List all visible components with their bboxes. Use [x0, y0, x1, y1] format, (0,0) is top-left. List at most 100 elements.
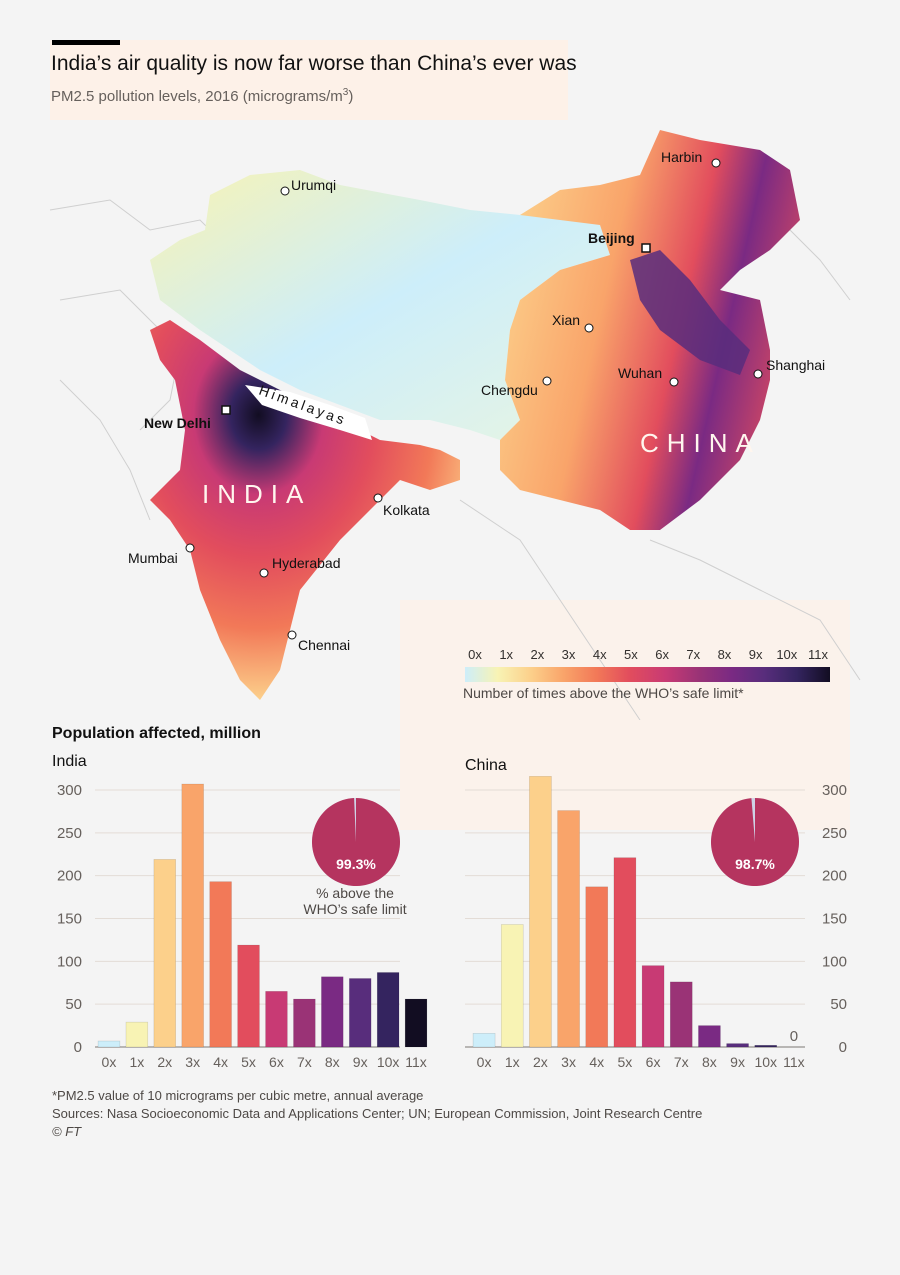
- bar-0x: [97, 1040, 121, 1048]
- bar-5x: [237, 944, 260, 1048]
- x-tick-label: 2x: [157, 1054, 172, 1070]
- sources: Sources: Nasa Socioeconomic Data and App…: [52, 1106, 703, 1121]
- china-east-region: [500, 130, 800, 530]
- capital-marker: [641, 243, 651, 253]
- himalayas-band: [245, 385, 372, 440]
- x-tick-label: 8x: [702, 1054, 717, 1070]
- x-tick-label: 6x: [269, 1054, 284, 1070]
- page-title: India’s air quality is now far worse tha…: [51, 52, 577, 75]
- page-subtitle: PM2.5 pollution levels, 2016 (micrograms…: [51, 87, 353, 105]
- y-tick-label: 200: [822, 868, 847, 885]
- city-marker: [287, 630, 297, 640]
- city-label-hyderabad: Hyderabad: [272, 555, 341, 571]
- x-tick-label: 3x: [561, 1054, 576, 1070]
- y-tick-label: 300: [822, 782, 847, 799]
- bar-6x: [265, 991, 288, 1048]
- y-tick-label: 50: [65, 996, 82, 1013]
- bar-2x: [529, 775, 552, 1048]
- x-tick-label: 0x: [477, 1054, 492, 1070]
- y-tick-label: 300: [57, 782, 82, 799]
- bar-8x: [698, 1025, 721, 1048]
- city-marker: [542, 376, 552, 386]
- pie-caption-line2: WHO’s safe limit: [303, 901, 407, 917]
- india-country-label: INDIA: [202, 479, 311, 509]
- subtitle-superscript: 3: [342, 87, 349, 98]
- city-label-chengdu: Chengdu: [481, 382, 538, 398]
- city-marker: [373, 493, 383, 503]
- bar-4x: [209, 881, 232, 1048]
- pie-percent-label: 98.7%: [735, 856, 775, 872]
- y-tick-label: 0: [839, 1039, 847, 1056]
- x-tick-label: 5x: [618, 1054, 633, 1070]
- x-tick-label: 3x: [185, 1054, 200, 1070]
- pie-percent-label: 99.3%: [336, 856, 376, 872]
- legend-tick-label: 11x: [808, 647, 828, 662]
- x-tick-label: 10x: [754, 1054, 777, 1070]
- footnote: *PM2.5 value of 10 micrograms per cubic …: [52, 1088, 424, 1103]
- china-country-label: CHINA: [640, 428, 761, 458]
- bar-2x: [153, 859, 176, 1048]
- bar-10x: [754, 1044, 778, 1048]
- bar-9x: [726, 1043, 749, 1048]
- city-marker: [669, 377, 679, 387]
- legend-tick-label: 4x: [593, 647, 607, 662]
- x-tick-label: 11x: [405, 1054, 427, 1070]
- y-tick-label: 0: [74, 1039, 82, 1056]
- population-section-title: Population affected, million: [52, 725, 261, 742]
- subtitle-text: PM2.5 pollution levels, 2016 (micrograms…: [51, 88, 343, 105]
- x-tick-label: 8x: [325, 1054, 340, 1070]
- x-tick-label: 7x: [674, 1054, 689, 1070]
- y-tick-label: 250: [822, 825, 847, 842]
- x-tick-label: 2x: [533, 1054, 548, 1070]
- city-label-chennai: Chennai: [298, 637, 350, 653]
- title-background: [50, 40, 568, 120]
- city-label-new-delhi: New Delhi: [144, 415, 211, 431]
- subtitle-end: ): [348, 88, 354, 105]
- legend-background: [400, 600, 850, 830]
- bar-5x: [613, 857, 637, 1048]
- legend-tick-label: 7x: [686, 647, 700, 662]
- bar-10x: [376, 972, 400, 1048]
- legend-tick-label: 1x: [499, 647, 513, 662]
- x-tick-label: 4x: [589, 1054, 604, 1070]
- x-tick-label: 1x: [129, 1054, 144, 1070]
- legend-tick-label: 9x: [749, 647, 763, 662]
- india-region: [150, 320, 460, 700]
- city-marker: [259, 568, 269, 578]
- x-tick-label: 6x: [646, 1054, 661, 1070]
- x-tick-label: 10x: [377, 1054, 400, 1070]
- bar-7x: [293, 998, 316, 1048]
- city-marker: [584, 323, 594, 333]
- bar-8x: [321, 976, 344, 1048]
- bar-1x: [125, 1021, 149, 1048]
- bar-0x: [472, 1032, 496, 1048]
- city-label-shanghai: Shanghai: [766, 357, 825, 373]
- china-west-region: [150, 170, 610, 440]
- city-label-xian: Xian: [552, 312, 580, 328]
- legend-tick-label: 0x: [468, 647, 482, 662]
- y-tick-label: 100: [57, 953, 82, 970]
- north-china-plain-hotspot: [630, 250, 750, 375]
- y-tick-label: 150: [822, 911, 847, 928]
- india-chart-label: India: [52, 753, 87, 770]
- bar-1x: [500, 924, 524, 1048]
- x-tick-label: 0x: [102, 1054, 117, 1070]
- x-tick-label: 7x: [297, 1054, 312, 1070]
- x-tick-label: 1x: [505, 1054, 520, 1070]
- pollution-map: CHINA INDIA Himalayas New Delhi Beijing …: [49, 130, 861, 720]
- y-tick-label: 100: [822, 953, 847, 970]
- city-markers: New Delhi Beijing Urumqi Harbin Xian Che…: [128, 149, 825, 653]
- bar-4x: [585, 886, 609, 1048]
- city-label-urumqi: Urumqi: [291, 177, 336, 193]
- y-tick-label: 200: [57, 868, 82, 885]
- city-label-mumbai: Mumbai: [128, 550, 178, 566]
- city-marker: [753, 369, 763, 379]
- legend-color-scale: [465, 667, 830, 682]
- legend-tick-label: 2x: [530, 647, 544, 662]
- capital-marker: [221, 405, 231, 415]
- china-chart-label: China: [465, 757, 507, 774]
- pie-caption-line1: % above the: [316, 885, 394, 901]
- pie-above-slice: [711, 798, 800, 886]
- bar-6x: [641, 965, 665, 1048]
